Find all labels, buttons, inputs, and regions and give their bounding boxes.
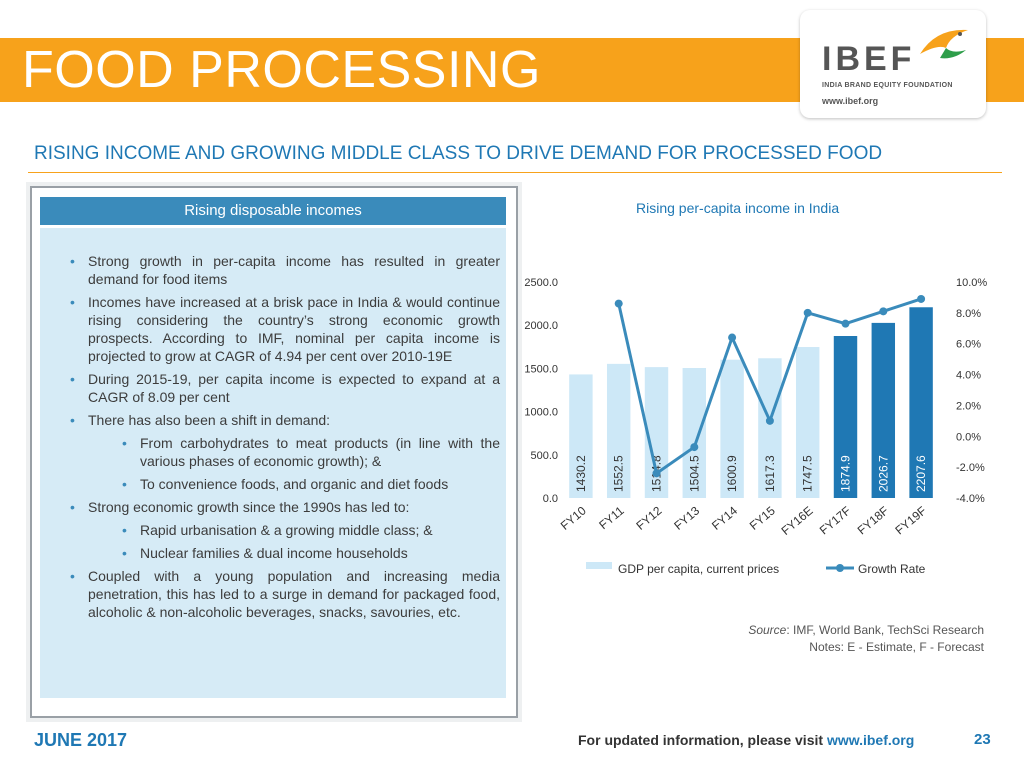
- bar-fy11: [606, 363, 631, 498]
- bullet-list: Strong growth in per-capita income has r…: [66, 252, 500, 626]
- legend-line-label: Growth Rate: [858, 562, 926, 576]
- logo-url: www.ibef.org: [822, 96, 879, 106]
- growth-point-fy19f: [917, 294, 926, 303]
- footer-link[interactable]: www.ibef.org: [826, 732, 915, 748]
- y-right-tick-label: 2.0%: [956, 400, 981, 412]
- x-tick-label: FY18F: [855, 504, 892, 538]
- bullet-item: Coupled with a young population and incr…: [66, 567, 500, 621]
- x-tick-label: FY16E: [779, 504, 816, 538]
- bullet-item: There has also been a shift in demand:: [66, 411, 500, 429]
- y-left-tick-label: 500.0: [530, 450, 558, 462]
- logo-subtext: INDIA BRAND EQUITY FOUNDATION: [822, 82, 953, 89]
- source-text: : IMF, World Bank, TechSci Research: [786, 623, 984, 637]
- page-number: 23: [974, 731, 991, 748]
- y-right-tick-label: 10.0%: [956, 277, 987, 289]
- legend-bar-swatch: [586, 562, 612, 569]
- growth-point-fy18f: [879, 307, 888, 316]
- bar-fy17f: [833, 336, 858, 498]
- growth-point-fy16e: [803, 308, 812, 317]
- bar-value-label: 2207.6: [914, 455, 928, 492]
- sub-bullet-item: Nuclear families & dual income household…: [66, 544, 500, 562]
- y-left-tick-label: 1500.0: [524, 363, 558, 375]
- growth-point-fy12: [652, 469, 661, 478]
- sub-bullet-item: From carbohydrates to meat products (in …: [66, 434, 500, 470]
- bullet-item: Strong growth in per-capita income has r…: [66, 252, 500, 288]
- growth-point-fy14: [728, 333, 737, 342]
- bar-fy16e: [795, 347, 820, 498]
- bar-fy19f: [909, 307, 933, 498]
- bullet-item: During 2015-19, per capita income is exp…: [66, 370, 500, 406]
- bar-value-label: 1504.5: [687, 455, 701, 492]
- chart-title: Rising per-capita income in India: [636, 200, 840, 216]
- x-tick-label: FY17F: [817, 504, 854, 538]
- x-tick-label: FY11: [596, 503, 627, 532]
- y-right-tick-label: -2.0%: [956, 462, 985, 474]
- page-title: FOOD PROCESSING: [22, 41, 541, 99]
- y-right-tick-label: 8.0%: [956, 308, 981, 320]
- source-note: Source: IMF, World Bank, TechSci Researc…: [640, 622, 984, 656]
- growth-point-fy11: [614, 299, 623, 308]
- bullet-item: Incomes have increased at a brisk pace i…: [66, 293, 500, 365]
- source-label: Source: [748, 623, 787, 637]
- logo-text: IBEF: [822, 40, 916, 78]
- y-left-tick-label: 2500.0: [524, 277, 558, 289]
- x-tick-label: FY12: [633, 503, 664, 532]
- y-left-tick-label: 0.0: [543, 493, 558, 505]
- bar-fy18f: [871, 322, 896, 498]
- income-panel: Rising disposable incomes Strong growth …: [30, 186, 518, 718]
- panel-body: Strong growth in per-capita income has r…: [40, 228, 506, 698]
- ibef-logo[interactable]: IBEF INDIA BRAND EQUITY FOUNDATION www.i…: [800, 10, 986, 118]
- growth-point-fy17f: [841, 319, 850, 328]
- y-left-tick-label: 2000.0: [524, 320, 558, 332]
- y-right-tick-label: 4.0%: [956, 370, 981, 382]
- bird-logo-icon: [920, 29, 968, 59]
- y-right-tick-label: 6.0%: [956, 339, 981, 351]
- sub-bullet-item: To convenience foods, and organic and di…: [66, 475, 500, 493]
- bar-fy13: [682, 368, 707, 498]
- legend-line-marker: [836, 564, 844, 572]
- income-chart: 0.0 500.0 1000.0 1500.0 2000.0 2500.0 -4.0% -2.…: [524, 277, 987, 576]
- x-tick-label: FY10: [558, 503, 589, 532]
- y-right-tick-label: 0.0%: [956, 431, 981, 443]
- bar-fy12: [644, 367, 669, 498]
- section-subtitle: RISING INCOME AND GROWING MIDDLE CLASS T…: [34, 143, 883, 164]
- bar-value-label: 1747.5: [801, 455, 815, 492]
- footer-text: For updated information, please visit ww…: [578, 732, 914, 748]
- legend-bar-label: GDP per capita, current prices: [618, 562, 779, 576]
- y-right-tick-label: -4.0%: [956, 493, 985, 505]
- bar-value-label: 1617.3: [763, 455, 777, 492]
- bar-value-label: 1552.5: [612, 455, 626, 492]
- bar-fy10: [569, 374, 593, 498]
- bar-value-label: 1874.9: [839, 455, 853, 492]
- bar-value-label: 1430.2: [574, 455, 588, 492]
- bar-fy14: [720, 359, 744, 498]
- bar-value-label: 2026.7: [876, 455, 890, 492]
- panel-heading: Rising disposable incomes: [40, 197, 506, 225]
- footer-date: JUNE 2017: [34, 730, 128, 750]
- growth-point-fy13: [690, 443, 699, 452]
- notes-text: Notes: E - Estimate, F - Forecast: [809, 640, 984, 654]
- footer-label: For updated information, please visit: [578, 732, 827, 748]
- bar-value-label: 1600.9: [725, 455, 739, 492]
- x-tick-label: FY15: [747, 503, 778, 532]
- subtitle-divider: [28, 172, 1002, 173]
- x-tick-label: FY13: [671, 503, 702, 532]
- x-tick-label: FY14: [709, 503, 740, 532]
- bar-fy15: [758, 358, 782, 498]
- bullet-item: Strong economic growth since the 1990s h…: [66, 498, 500, 516]
- y-left-tick-label: 1000.0: [524, 407, 558, 419]
- x-tick-label: FY19F: [892, 504, 929, 538]
- sub-bullet-item: Rapid urbanisation & a growing middle cl…: [66, 521, 500, 539]
- growth-point-fy15: [765, 416, 774, 425]
